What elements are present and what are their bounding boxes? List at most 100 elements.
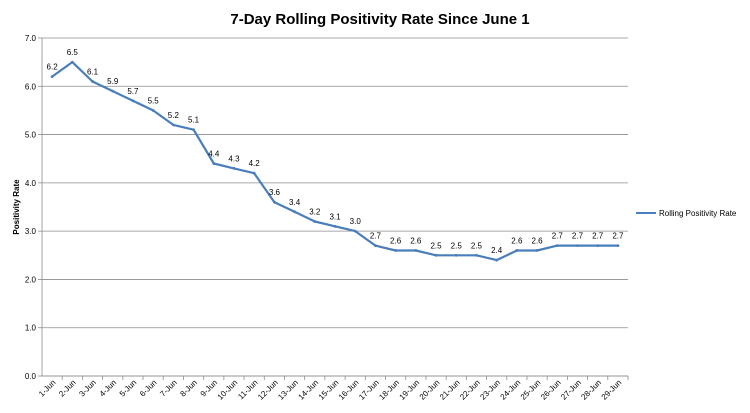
data-point bbox=[192, 128, 195, 132]
data-label: 5.9 bbox=[107, 77, 119, 86]
x-tick-label: 3-Jun bbox=[77, 378, 98, 399]
x-tick-label: 13-Jun bbox=[276, 378, 300, 402]
x-tick-label: 27-Jun bbox=[559, 378, 583, 402]
y-tick-label: 7.0 bbox=[25, 34, 37, 43]
data-label: 5.5 bbox=[148, 96, 160, 105]
data-point bbox=[616, 244, 620, 248]
x-tick-label: 5-Jun bbox=[118, 378, 139, 399]
data-point bbox=[91, 80, 94, 83]
x-tick-label: 15-Jun bbox=[317, 378, 341, 402]
data-label: 5.7 bbox=[127, 87, 139, 96]
data-point bbox=[151, 109, 155, 112]
x-tick-label: 20-Jun bbox=[418, 378, 442, 402]
data-point bbox=[414, 249, 418, 252]
data-point bbox=[50, 75, 54, 79]
data-label: 2.7 bbox=[572, 232, 584, 241]
data-label: 4.2 bbox=[249, 159, 261, 168]
y-axis-label: Positivity Rate bbox=[12, 179, 21, 235]
x-tick-label: 16-Jun bbox=[337, 378, 361, 402]
data-label: 2.7 bbox=[612, 232, 624, 241]
data-point bbox=[272, 200, 276, 204]
data-point bbox=[394, 249, 398, 252]
data-label: 2.6 bbox=[511, 236, 523, 245]
data-point bbox=[353, 229, 357, 233]
data-label: 4.3 bbox=[228, 154, 240, 163]
data-label: 3.4 bbox=[289, 198, 301, 207]
x-tick-label: 19-Jun bbox=[398, 378, 422, 402]
data-label: 2.6 bbox=[390, 236, 402, 245]
y-tick-label: 2.0 bbox=[25, 275, 37, 284]
data-label: 2.7 bbox=[370, 232, 382, 241]
data-point bbox=[495, 258, 499, 262]
data-labels: 6.2 6.5 6.1 5.9 5.7 5.5 5.2 5.1 4.4 4.3 4.2 3.6 3.4 3… bbox=[47, 48, 624, 255]
data-label: 2.7 bbox=[552, 232, 564, 241]
data-label: 3.1 bbox=[329, 212, 341, 221]
x-tick-label: 21-Jun bbox=[438, 378, 462, 402]
data-point bbox=[111, 89, 115, 93]
data-point bbox=[212, 162, 216, 165]
data-point bbox=[313, 220, 317, 223]
data-point bbox=[475, 253, 478, 257]
data-point bbox=[434, 253, 438, 257]
data-point bbox=[293, 210, 296, 214]
data-point bbox=[171, 123, 175, 127]
data-point bbox=[535, 249, 539, 252]
x-tick-label: 25-Jun bbox=[519, 378, 543, 402]
data-point bbox=[333, 224, 337, 228]
x-tick-label: 24-Jun bbox=[499, 378, 523, 402]
data-point bbox=[596, 244, 600, 248]
x-tick-label: 14-Jun bbox=[297, 378, 321, 402]
data-label: 5.2 bbox=[168, 111, 180, 120]
x-tick-label: 4-Jun bbox=[98, 378, 119, 399]
y-tick-label: 0.0 bbox=[25, 372, 37, 381]
x-tick-label: 17-Jun bbox=[357, 378, 381, 402]
data-label: 6.1 bbox=[87, 67, 99, 76]
data-label: 2.6 bbox=[410, 236, 422, 245]
x-tick-label: 26-Jun bbox=[539, 378, 563, 402]
x-tick-label: 7-Jun bbox=[158, 378, 179, 399]
data-point bbox=[232, 166, 236, 170]
data-point bbox=[576, 244, 579, 248]
x-tick-label: 8-Jun bbox=[178, 378, 199, 399]
y-tick-label: 3.0 bbox=[25, 227, 37, 236]
gridlines bbox=[42, 37, 628, 377]
data-point bbox=[70, 60, 74, 64]
data-point bbox=[252, 171, 256, 175]
series-group bbox=[50, 60, 620, 262]
data-label: 2.7 bbox=[592, 232, 604, 241]
y-axis-ticks: 0.0 1.0 2.0 3.0 4.0 5.0 6.0 7.0 bbox=[25, 34, 42, 381]
x-tick-label: 2-Jun bbox=[57, 378, 78, 399]
x-tick-label: 29-Jun bbox=[600, 378, 624, 402]
x-tick-label: 22-Jun bbox=[458, 378, 482, 402]
x-tick-label: 1-Jun bbox=[37, 378, 58, 399]
x-tick-label: 10-Jun bbox=[216, 378, 240, 402]
data-label: 5.1 bbox=[188, 116, 200, 125]
y-tick-label: 1.0 bbox=[25, 324, 37, 333]
data-label: 2.5 bbox=[451, 241, 463, 250]
data-label: 2.4 bbox=[491, 246, 503, 255]
y-tick-label: 5.0 bbox=[25, 131, 37, 140]
data-label: 3.0 bbox=[350, 217, 362, 226]
data-point bbox=[515, 249, 519, 252]
legend: Rolling Positivity Rate bbox=[636, 209, 737, 218]
data-label: 3.2 bbox=[309, 207, 321, 216]
data-label: 6.2 bbox=[47, 63, 59, 72]
x-tick-label: 28-Jun bbox=[579, 378, 603, 402]
x-axis-ticks: 1-Jun 2-Jun 3-Jun 4-Jun 5-Jun 6-Jun 7-Jun 8-Jun… bbox=[37, 376, 629, 402]
data-label: 2.5 bbox=[471, 241, 483, 250]
data-label: 6.5 bbox=[67, 48, 79, 57]
data-label: 3.6 bbox=[269, 188, 281, 197]
data-label: 4.4 bbox=[208, 150, 220, 159]
data-point bbox=[374, 244, 377, 248]
y-tick-label: 6.0 bbox=[25, 82, 37, 91]
legend-label: Rolling Positivity Rate bbox=[659, 209, 737, 218]
x-tick-label: 12-Jun bbox=[256, 378, 280, 402]
y-tick-label: 4.0 bbox=[25, 179, 37, 188]
chart-title: 7-Day Rolling Positivity Rate Since June… bbox=[230, 11, 529, 28]
axes bbox=[41, 38, 628, 377]
data-point bbox=[131, 99, 135, 103]
data-label: 2.6 bbox=[532, 236, 544, 245]
x-tick-label: 23-Jun bbox=[478, 378, 502, 402]
